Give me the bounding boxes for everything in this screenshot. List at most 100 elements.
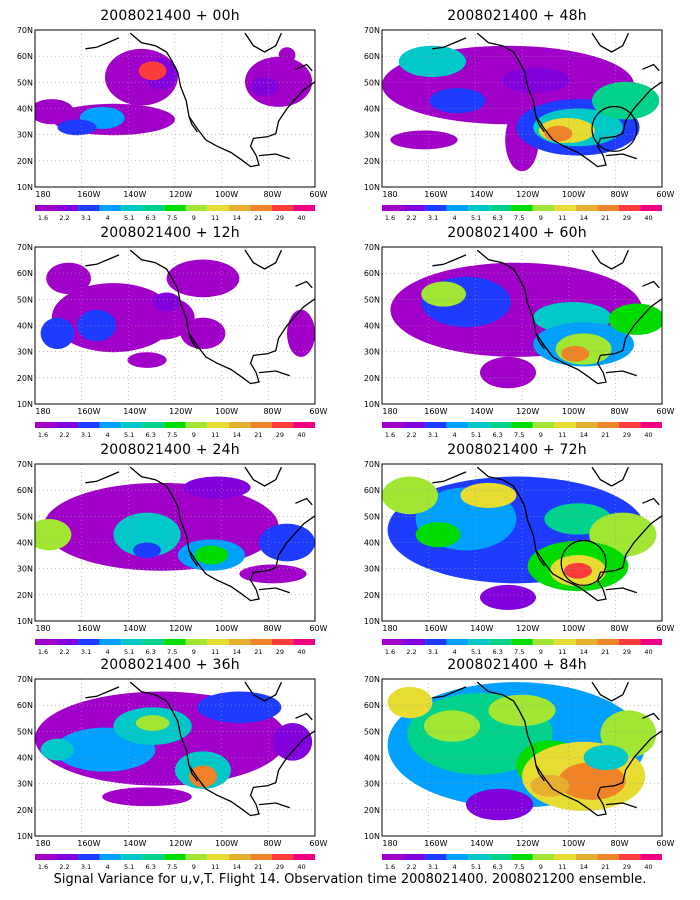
coastlines [85, 32, 315, 168]
map-panel-24h: 2008021400 + 24h 70N 60N 50N 40N 30N 20N 10N 18… [17, 442, 355, 658]
lon-label: 140W [123, 190, 146, 199]
lat-label: 50N [17, 512, 33, 521]
colorbar-swatch [403, 422, 426, 428]
colorbar-label: 14 [580, 214, 588, 222]
colorbar-swatch [56, 422, 79, 428]
lat-label: 20N [17, 374, 33, 383]
lon-label: 100W [215, 407, 238, 416]
colorbar-label: 21 [601, 214, 609, 222]
colorbar-swatch [554, 854, 576, 860]
colorbar-label: 5.1 [471, 863, 481, 871]
colorbar-swatch [554, 422, 576, 428]
colorbar-swatch [142, 639, 165, 645]
colorbar-label: 5.1 [124, 648, 134, 656]
colorbar-swatch [207, 639, 229, 645]
variance-contour [488, 694, 556, 727]
variance-contour [40, 738, 75, 761]
colorbar-swatch [228, 205, 251, 211]
colorbar-swatch [468, 854, 490, 860]
colorbar-swatch [99, 854, 122, 860]
lat-label: 10N [17, 400, 33, 409]
colorbar-swatch [640, 854, 662, 860]
colorbar-label: 2.2 [406, 648, 416, 656]
variance-contour [133, 542, 161, 559]
coastline [476, 466, 662, 602]
variance-contour [135, 715, 170, 731]
colorbar-label: 3.1 [81, 214, 91, 222]
colorbar-swatch [271, 422, 294, 428]
colorbar-label: 5.1 [124, 863, 134, 871]
variance-contour [424, 710, 480, 742]
colorbar-label: 3.1 [428, 863, 438, 871]
colorbar-swatch [56, 854, 79, 860]
coastline [642, 63, 660, 72]
map-panel-72h: 2008021400 + 72h 70N 60N 50N 40N 30N 20N 10N 18… [364, 442, 700, 658]
highlight-circle [591, 105, 638, 152]
lon-label: 180 [35, 839, 50, 848]
lat-label: 60N [17, 486, 33, 495]
colorbar-swatch [142, 205, 165, 211]
colorbar-swatch [164, 205, 186, 211]
lat-label: 40N [17, 105, 33, 114]
panel-title: 2008021400 + 12h [100, 225, 240, 241]
colorbar-swatch [382, 422, 404, 428]
lat-label: 40N [364, 105, 380, 114]
lat-label: 10N [364, 617, 380, 626]
variance-field [390, 262, 662, 389]
coastline [258, 153, 291, 160]
lat-label: 30N [17, 348, 33, 357]
lat-label: 70N [364, 26, 380, 35]
colorbar-swatch [99, 639, 122, 645]
colorbar-swatch [78, 422, 100, 428]
colorbar-swatch [597, 854, 619, 860]
variance-contour [250, 77, 279, 96]
lon-label: 160W [424, 839, 447, 848]
colorbar-label: 7.5 [514, 431, 524, 439]
colorbar-label: 4 [106, 863, 110, 871]
lat-label: 10N [364, 400, 380, 409]
colorbar-label: 14 [580, 863, 588, 871]
lat-label: 40N [17, 539, 33, 548]
lat-label: 60N [364, 701, 380, 710]
variance-contour [77, 309, 117, 342]
lon-label: 120W [516, 624, 539, 633]
panel-title: 2008021400 + 00h [100, 8, 240, 24]
colorbar-label: 11 [211, 648, 219, 656]
variance-contour [564, 562, 592, 579]
variance-field [382, 45, 660, 172]
colorbar-swatch [250, 854, 272, 860]
lon-label: 100W [215, 839, 238, 848]
colorbar-label: 4 [453, 431, 457, 439]
coastline [188, 550, 198, 567]
colorbar-label: 29 [623, 214, 631, 222]
coastlines [85, 249, 315, 385]
colorbar-swatch [164, 639, 186, 645]
colorbar-label: 2.2 [59, 431, 69, 439]
variance-field [40, 259, 315, 368]
coastline [295, 63, 313, 72]
map-frame [381, 463, 663, 622]
coastline [591, 32, 629, 53]
colorbar-swatch [425, 205, 447, 211]
colorbar-swatch [78, 854, 100, 860]
variance-contour [466, 788, 534, 821]
lon-label: 100W [215, 624, 238, 633]
variance-contour [592, 81, 660, 120]
coastline [244, 249, 282, 270]
colorbar-label: 4 [453, 648, 457, 656]
colorbar-label: 6.3 [146, 863, 156, 871]
colorbar-swatch [228, 422, 251, 428]
lon-label: 180 [35, 624, 50, 633]
colorbar-swatch [228, 854, 251, 860]
variance-contour [183, 476, 251, 499]
colorbar-swatch [228, 639, 251, 645]
colorbar-label: 11 [558, 431, 566, 439]
coastline [535, 550, 545, 567]
panel-title: 2008021400 + 36h [100, 657, 240, 673]
lat-label: 40N [364, 754, 380, 763]
coastline [188, 765, 198, 782]
map-panel-12h: 2008021400 + 12h 70N 60N 50N 40N 30N 20N 10N 18… [17, 225, 355, 441]
colorbar-swatch [597, 205, 619, 211]
colorbar-label: 11 [558, 648, 566, 656]
